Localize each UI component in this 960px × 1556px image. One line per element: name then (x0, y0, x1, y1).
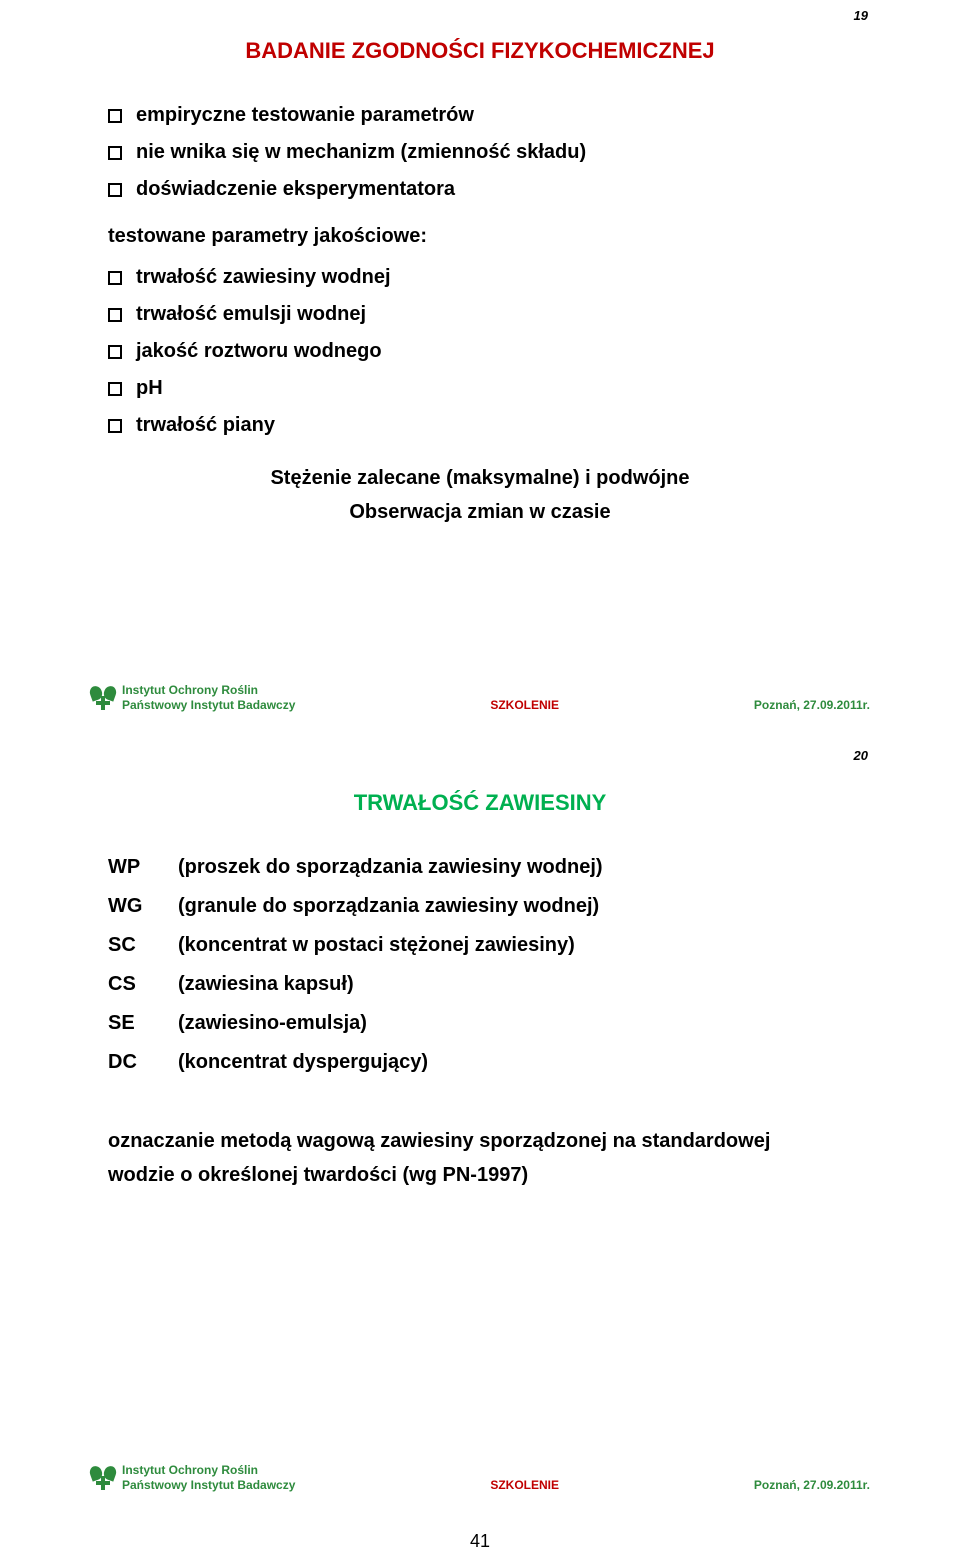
institute-logo-icon (90, 1466, 116, 1490)
paragraph-line: wodzie o określonej twardości (wg PN-199… (108, 1158, 870, 1192)
paragraph-line: oznaczanie metodą wagową zawiesiny sporz… (108, 1124, 870, 1158)
def-code: WG (108, 895, 178, 918)
slide-2: 20 TRWAŁOŚĆ ZAWIESINY WP (proszek do spo… (0, 740, 960, 1520)
centered-summary: Stężenie zalecane (maksymalne) i podwójn… (90, 461, 870, 529)
slide-corner-number: 19 (854, 8, 868, 23)
bullet-text: nie wnika się w mechanizm (zmienność skł… (136, 141, 586, 164)
definition-row: SC (koncentrat w postaci stężonej zawies… (108, 934, 870, 957)
definitions-list: WP (proszek do sporządzania zawiesiny wo… (108, 856, 870, 1074)
bullet-text: trwałość zawiesiny wodnej (136, 266, 391, 289)
square-bullet-icon (108, 419, 122, 433)
def-desc: (zawiesina kapsuł) (178, 973, 354, 996)
page-number: 41 (0, 1531, 960, 1552)
list-item: pH (108, 377, 870, 400)
footer-right: Poznań, 27.09.2011r. (754, 698, 870, 712)
footer-mid: SZKOLENIE (490, 698, 559, 712)
list-item: trwałość piany (108, 414, 870, 437)
bullet-text: trwałość piany (136, 414, 275, 437)
list-item: nie wnika się w mechanizm (zmienność skł… (108, 141, 870, 164)
center-line: Stężenie zalecane (maksymalne) i podwójn… (90, 461, 870, 495)
def-code: DC (108, 1051, 178, 1074)
def-desc: (koncentrat dyspergujący) (178, 1051, 428, 1074)
def-code: WP (108, 856, 178, 879)
list-item: doświadczenie eksperymentatora (108, 178, 870, 201)
institute-logo-icon (90, 686, 116, 710)
definition-row: SE (zawiesino-emulsja) (108, 1012, 870, 1035)
footer-inst-line1: Instytut Ochrony Roślin (122, 1463, 295, 1477)
definition-row: CS (zawiesina kapsuł) (108, 973, 870, 996)
slide-1: 19 BADANIE ZGODNOŚCI FIZYKOCHEMICZNEJ em… (0, 0, 960, 740)
def-code: SC (108, 934, 178, 957)
definition-row: WP (proszek do sporządzania zawiesiny wo… (108, 856, 870, 879)
method-paragraph: oznaczanie metodą wagową zawiesiny sporz… (108, 1124, 870, 1192)
square-bullet-icon (108, 271, 122, 285)
def-code: SE (108, 1012, 178, 1035)
list-item: trwałość emulsji wodnej (108, 303, 870, 326)
def-code: CS (108, 973, 178, 996)
footer-inst-line1: Instytut Ochrony Roślin (122, 683, 295, 697)
list-item: trwałość zawiesiny wodnej (108, 266, 870, 289)
list-item: empiryczne testowanie parametrów (108, 104, 870, 127)
footer-inst-line2: Państwowy Instytut Badawczy (122, 698, 295, 712)
square-bullet-icon (108, 109, 122, 123)
square-bullet-icon (108, 382, 122, 396)
footer-left: Instytut Ochrony Roślin Państwowy Instyt… (90, 683, 295, 712)
bullet-list-a: empiryczne testowanie parametrów nie wni… (108, 104, 870, 201)
square-bullet-icon (108, 183, 122, 197)
footer-institution: Instytut Ochrony Roślin Państwowy Instyt… (122, 1463, 295, 1492)
def-desc: (zawiesino-emulsja) (178, 1012, 367, 1035)
bullet-text: jakość roztworu wodnego (136, 340, 382, 363)
def-desc: (granule do sporządzania zawiesiny wodne… (178, 895, 599, 918)
footer-right: Poznań, 27.09.2011r. (754, 1478, 870, 1492)
footer-left: Instytut Ochrony Roślin Państwowy Instyt… (90, 1463, 295, 1492)
definition-row: DC (koncentrat dyspergujący) (108, 1051, 870, 1074)
slide-footer: Instytut Ochrony Roślin Państwowy Instyt… (90, 683, 870, 712)
bullet-text: pH (136, 377, 163, 400)
slide-title: BADANIE ZGODNOŚCI FIZYKOCHEMICZNEJ (90, 38, 870, 64)
footer-mid: SZKOLENIE (490, 1478, 559, 1492)
list-item: jakość roztworu wodnego (108, 340, 870, 363)
footer-inst-line2: Państwowy Instytut Badawczy (122, 1478, 295, 1492)
bullet-text: trwałość emulsji wodnej (136, 303, 366, 326)
bullet-text: empiryczne testowanie parametrów (136, 104, 474, 127)
footer-institution: Instytut Ochrony Roślin Państwowy Instyt… (122, 683, 295, 712)
slide-corner-number: 20 (854, 748, 868, 763)
sub-heading: testowane parametry jakościowe: (108, 225, 870, 248)
square-bullet-icon (108, 146, 122, 160)
bullet-text: doświadczenie eksperymentatora (136, 178, 455, 201)
bullet-list-b: trwałość zawiesiny wodnej trwałość emuls… (108, 266, 870, 437)
center-line: Obserwacja zmian w czasie (90, 495, 870, 529)
slide-footer: Instytut Ochrony Roślin Państwowy Instyt… (90, 1463, 870, 1492)
slide-title: TRWAŁOŚĆ ZAWIESINY (90, 790, 870, 816)
def-desc: (proszek do sporządzania zawiesiny wodne… (178, 856, 603, 879)
def-desc: (koncentrat w postaci stężonej zawiesiny… (178, 934, 575, 957)
square-bullet-icon (108, 308, 122, 322)
definition-row: WG (granule do sporządzania zawiesiny wo… (108, 895, 870, 918)
square-bullet-icon (108, 345, 122, 359)
